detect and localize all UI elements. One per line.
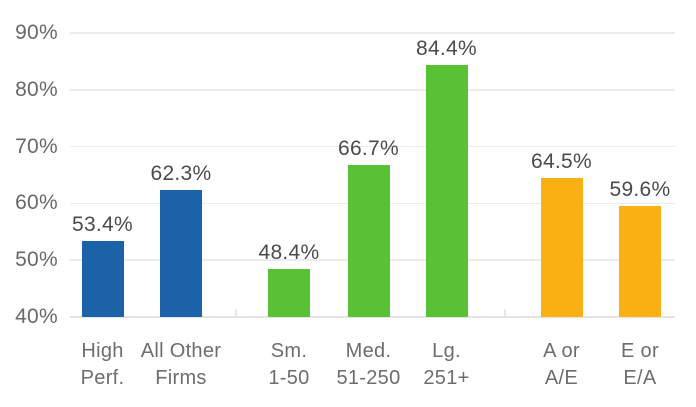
bar-value-label-a-or-ae: 64.5% — [530, 149, 593, 173]
x-axis-label-line: Perf. — [80, 367, 125, 389]
x-axis-label-line: E/A — [623, 367, 657, 389]
y-axis-tick-label-60: 60% — [15, 191, 58, 215]
x-axis-label-line: Firms — [155, 367, 207, 389]
x-axis-line — [70, 316, 675, 318]
x-axis-label-all-other-firms: All Other Firms — [131, 338, 231, 392]
gridline-70 — [70, 145, 675, 148]
bar-value-label-all-other-firms: 62.3% — [150, 162, 212, 186]
y-axis-tick-label-80: 80% — [15, 77, 58, 101]
x-axis-label-lg-251-plus: Lg. 251+ — [397, 338, 497, 392]
bar-lg-251-plus — [425, 64, 468, 317]
x-axis-label-line: High — [81, 340, 124, 362]
bar-high-perf — [81, 240, 124, 317]
x-axis-label-line: A or — [543, 340, 580, 362]
group-separator-tick-2 — [503, 309, 506, 316]
bar-value-label-med-51-250: 66.7% — [337, 137, 400, 161]
bar-all-other-firms — [160, 190, 202, 317]
x-axis-label-line: Lg. — [432, 340, 461, 362]
bar-value-label-e-or-ea: 59.6% — [609, 177, 671, 201]
x-axis-label-sm-1-50: Sm. 1-50 — [239, 338, 339, 392]
bar-e-or-ea — [619, 205, 661, 317]
bar-a-or-ae — [540, 177, 583, 317]
gridline-90 — [70, 32, 675, 34]
x-axis-label-line: Sm. — [270, 340, 308, 362]
x-axis-label-med-51-250: Med. 51-250 — [319, 338, 419, 392]
x-axis-label-line: 251+ — [423, 367, 470, 389]
x-axis-label-line: A/E — [544, 367, 579, 389]
x-axis-label-line: E or — [621, 340, 659, 362]
gridline-80 — [70, 89, 675, 91]
y-axis-tick-label-70: 70% — [15, 134, 58, 158]
x-axis-label-line: Med. — [345, 340, 392, 362]
bar-value-label-lg-251-plus: 84.4% — [415, 36, 478, 60]
y-axis-tick-label-50: 50% — [15, 248, 58, 272]
bar-value-label-high-perf: 53.4% — [71, 212, 134, 236]
group-separator-tick-1 — [234, 309, 237, 316]
bar-value-label-sm-1-50: 48.4% — [258, 241, 320, 265]
x-axis-label-line: 1-50 — [268, 367, 310, 389]
x-axis-label-a-or-ae: A or A/E — [512, 338, 612, 392]
x-axis-label-line: 51-250 — [336, 367, 401, 389]
y-axis-tick-label-40: 40% — [15, 305, 58, 328]
bar-sm-1-50 — [268, 269, 310, 317]
x-axis-label-line: All Other — [140, 340, 222, 362]
x-axis-label-e-or-ea: E or E/A — [590, 338, 690, 392]
y-axis-tick-label-90: 90% — [15, 21, 58, 44]
x-axis-label-high-perf: High Perf. — [53, 338, 153, 392]
bar-med-51-250 — [347, 165, 390, 317]
